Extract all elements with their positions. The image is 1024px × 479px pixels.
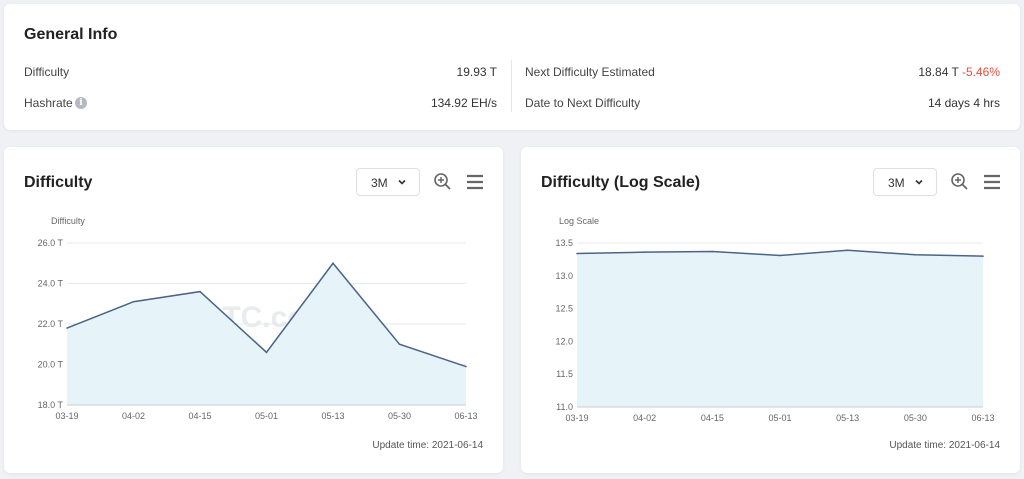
hamburger-menu-icon[interactable]	[465, 172, 485, 192]
y-tick-label: 11.5	[556, 369, 573, 379]
x-tick-label: 06-13	[454, 411, 477, 421]
zoom-in-icon[interactable]	[950, 172, 970, 192]
zoom-in-icon[interactable]	[433, 172, 453, 192]
range-select[interactable]: 3M	[873, 168, 937, 196]
hashrate-label: Hashrate	[24, 96, 73, 110]
column-divider	[511, 60, 512, 112]
y-tick-label: 22.0 T	[38, 319, 64, 329]
range-select-value: 3M	[371, 176, 388, 190]
x-tick-label: 05-01	[768, 413, 791, 423]
x-tick-label: 05-13	[836, 413, 859, 423]
data-point	[465, 365, 467, 368]
x-tick-label: 06-13	[971, 413, 994, 423]
series-area	[67, 263, 466, 405]
x-tick-label: 04-15	[188, 411, 211, 421]
y-tick-label: 20.0 T	[38, 360, 64, 370]
next-difficulty-change: -5.46%	[961, 65, 1000, 79]
data-point	[711, 250, 714, 253]
data-point	[265, 351, 268, 354]
hamburger-menu-icon[interactable]	[982, 172, 1002, 192]
next-difficulty-label: Next Difficulty Estimated	[525, 65, 655, 79]
next-difficulty-value: 18.84 T -5.46%	[918, 65, 1000, 79]
update-time: Update time: 2021-06-14	[372, 440, 483, 451]
difficulty-value: 19.93 T	[456, 65, 497, 79]
chevron-down-icon	[915, 179, 923, 185]
date-to-next-label: Date to Next Difficulty	[525, 96, 641, 110]
x-tick-label: 05-30	[388, 411, 411, 421]
next-difficulty-amount: 18.84 T	[918, 65, 959, 79]
update-time: Update time: 2021-06-14	[889, 440, 1000, 451]
y-axis-title: Log Scale	[559, 216, 599, 226]
x-tick-label: 05-13	[321, 411, 344, 421]
difficulty-label: Difficulty	[24, 65, 70, 79]
hashrate-value: 134.92 EH/s	[430, 96, 497, 110]
log-chart-card: Difficulty (Log Scale) 3M BTC.com11.011.…	[521, 147, 1020, 473]
difficulty-chart-title: Difficulty	[24, 174, 93, 191]
y-tick-label: 26.0 T	[38, 238, 64, 248]
data-point	[914, 254, 917, 256]
data-point	[779, 254, 781, 257]
y-tick-label: 13.0	[555, 271, 573, 281]
x-tick-label: 03-19	[565, 413, 588, 423]
data-point	[982, 255, 984, 257]
data-point	[846, 249, 849, 252]
log-chart-title: Difficulty (Log Scale)	[541, 174, 701, 191]
x-tick-label: 03-19	[55, 411, 78, 421]
data-point	[643, 251, 646, 253]
info-icon[interactable]: i	[75, 97, 87, 109]
x-tick-label: 04-15	[701, 413, 724, 423]
data-point	[332, 262, 334, 265]
data-point	[199, 290, 201, 293]
x-tick-label: 05-30	[904, 413, 927, 423]
data-point	[398, 343, 401, 346]
log-scale-chart: BTC.com11.011.512.012.513.013.503-1904-0…	[555, 216, 994, 423]
y-tick-label: 13.5	[555, 238, 573, 248]
date-to-next-value: 14 days 4 hrs	[927, 96, 1000, 110]
general-info-title: General Info	[24, 26, 118, 43]
range-select-value: 3M	[888, 176, 905, 190]
y-tick-label: 24.0 T	[38, 279, 64, 289]
x-tick-label: 04-02	[633, 413, 656, 423]
data-point	[576, 252, 578, 255]
general-info-card: General Info Difficulty 19.93 T Hashrate…	[4, 4, 1020, 130]
y-tick-label: 12.0	[555, 336, 573, 346]
series-area	[577, 250, 983, 407]
x-tick-label: 05-01	[255, 411, 278, 421]
x-tick-label: 04-02	[122, 411, 145, 421]
y-tick-label: 12.5	[555, 304, 573, 314]
data-point	[66, 327, 68, 329]
y-axis-title: Difficulty	[51, 216, 85, 226]
y-tick-label: 18.0 T	[38, 400, 64, 410]
range-select[interactable]: 3M	[356, 168, 420, 196]
chevron-down-icon	[398, 179, 406, 185]
y-tick-label: 11.0	[556, 402, 573, 412]
data-point	[132, 300, 135, 303]
